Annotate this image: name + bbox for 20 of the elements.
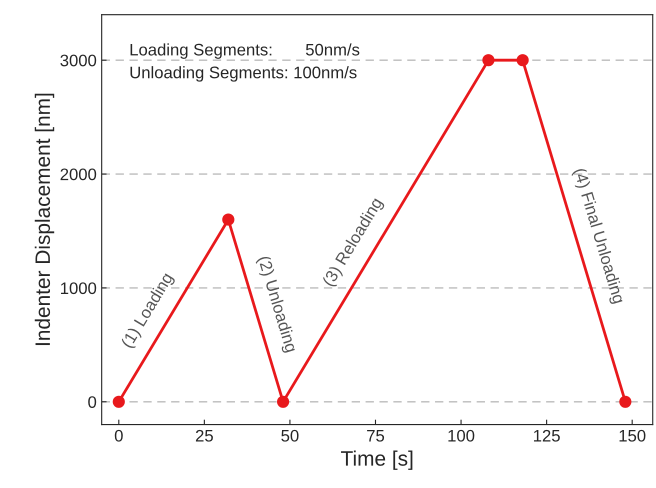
y-tick-label: 2000 bbox=[60, 168, 96, 180]
x-tick-label: 25 bbox=[196, 430, 213, 442]
point bbox=[222, 214, 234, 226]
y-tick-label: 1000 bbox=[61, 282, 96, 294]
point bbox=[277, 396, 290, 408]
x-tick-label: 100 bbox=[448, 430, 474, 442]
annotation: Loading Segments: 50nm/s Unloading Segments: 100nm/s bbox=[130, 43, 360, 82]
point bbox=[516, 54, 529, 66]
x-tick-label: 0 bbox=[114, 430, 123, 442]
y-tick-label: 0 bbox=[88, 396, 96, 408]
x-tick-label: 125 bbox=[534, 430, 560, 442]
y-tick-label: 3000 bbox=[60, 54, 96, 66]
point bbox=[619, 396, 632, 408]
x-tick-label: 150 bbox=[620, 430, 646, 442]
point bbox=[112, 396, 125, 408]
y-axis-title: Indenter Displacement [nm] bbox=[34, 94, 54, 346]
x-tick-label: 50 bbox=[281, 430, 299, 442]
point bbox=[482, 54, 495, 66]
x-tick-label: 75 bbox=[367, 430, 384, 442]
x-axis-title: Time [s] bbox=[341, 450, 412, 470]
